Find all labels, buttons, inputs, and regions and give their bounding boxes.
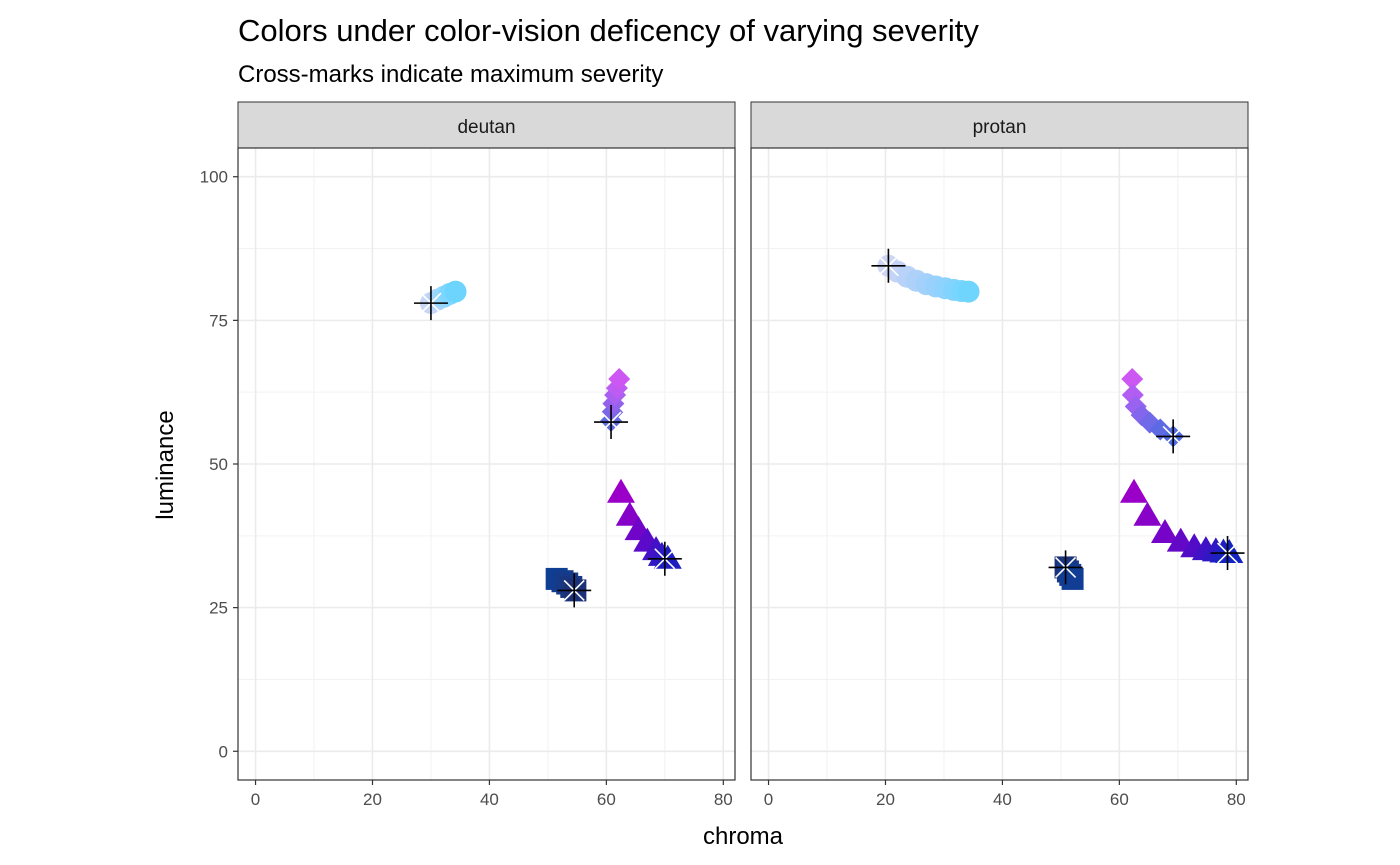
y-tick-label: 25 xyxy=(209,599,228,618)
max-severity-plus-mark xyxy=(413,286,448,321)
y-axis-title: luminance xyxy=(152,410,179,519)
data-point-circle xyxy=(957,280,980,303)
max-severity-plus-mark xyxy=(871,248,906,283)
max-severity-plus-mark xyxy=(1156,419,1191,454)
data-point-triangle xyxy=(606,478,635,503)
facet-panels: deutan 0 20 40 60 80 0 25 50 75 100 protan 0 20 40 60 80 xyxy=(200,101,1249,809)
facet-strip xyxy=(237,101,736,149)
data-point-triangle xyxy=(1119,478,1148,503)
x-tick-label: 60 xyxy=(597,790,616,809)
x-tick-label: 80 xyxy=(714,790,733,809)
facet-strip xyxy=(750,101,1249,149)
data-point-triangle xyxy=(1133,501,1162,526)
y-tick-label: 50 xyxy=(209,455,228,474)
x-tick-label: 60 xyxy=(1110,790,1129,809)
y-tick-label: 100 xyxy=(200,168,228,187)
x-tick-label: 20 xyxy=(363,790,382,809)
facet-protan: protan 0 20 40 60 80 xyxy=(750,101,1249,809)
x-tick-label: 0 xyxy=(251,790,260,809)
data-point-square xyxy=(1061,567,1084,590)
x-tick-label: 20 xyxy=(876,790,895,809)
facet-strip-label: deutan xyxy=(457,117,515,138)
x-axis-title: chroma xyxy=(703,823,784,850)
data-point-triangle xyxy=(1150,518,1179,543)
x-tick-label: 80 xyxy=(1227,790,1246,809)
x-tick-label: 0 xyxy=(764,790,773,809)
plot-panel-border xyxy=(237,147,736,781)
plot-panel-border xyxy=(750,147,1249,781)
data-point-circle xyxy=(444,280,467,303)
max-severity-plus-mark xyxy=(594,405,629,440)
y-tick-label: 75 xyxy=(209,311,228,330)
x-tick-label: 40 xyxy=(993,790,1012,809)
max-severity-plus-mark xyxy=(647,541,682,576)
chart-title: Colors under color-vision deficency of v… xyxy=(238,13,979,48)
max-severity-plus-mark xyxy=(557,573,592,608)
facet-deutan: deutan 0 20 40 60 80 0 25 50 75 100 xyxy=(200,101,736,809)
y-tick-label: 0 xyxy=(219,742,228,761)
facet-strip-label: protan xyxy=(973,117,1027,138)
data-point-diamond xyxy=(608,367,631,390)
data-point-diamond xyxy=(1121,367,1144,390)
max-severity-plus-mark xyxy=(1210,536,1245,571)
chart-subtitle: Cross-marks indicate maximum severity xyxy=(238,61,663,88)
max-severity-plus-mark xyxy=(1048,550,1083,585)
x-tick-label: 40 xyxy=(480,790,499,809)
